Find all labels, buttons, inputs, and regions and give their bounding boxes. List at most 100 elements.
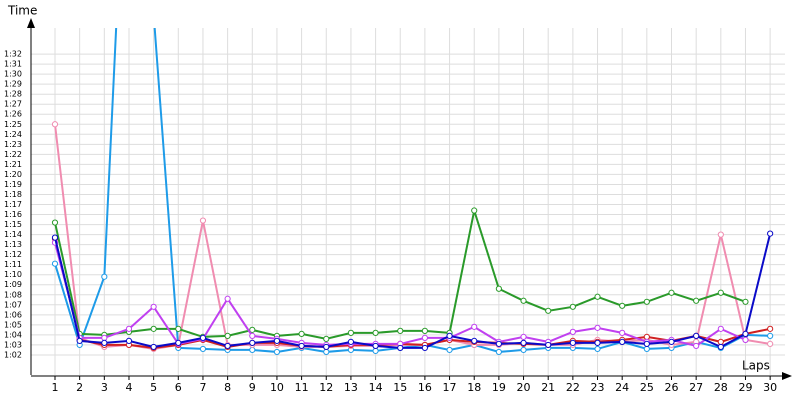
point [594, 324, 601, 331]
y-tick-label: 1:24 [4, 130, 22, 139]
y-tick-label: 1:27 [4, 100, 22, 109]
point [150, 303, 157, 310]
y-axis-title: Time [7, 4, 37, 18]
point [594, 293, 601, 300]
point [421, 344, 428, 352]
y-tick-label: 1:12 [4, 250, 22, 259]
y-tick-label: 1:07 [4, 300, 22, 309]
point [693, 332, 700, 339]
x-tick-label: 6 [175, 381, 182, 394]
y-tick-label: 1:21 [4, 160, 22, 169]
point [323, 335, 330, 342]
point [446, 346, 453, 354]
y-tick-label: 1:16 [4, 210, 22, 219]
x-tick-label: 17 [443, 381, 457, 394]
point [471, 323, 478, 330]
point [372, 329, 379, 336]
x-tick-label: 28 [714, 381, 728, 394]
point [101, 273, 108, 280]
x-axis-title: Laps [742, 359, 770, 373]
point [397, 327, 404, 334]
point [125, 325, 133, 332]
point [495, 285, 502, 292]
point [520, 297, 527, 304]
y-tick-label: 1:31 [4, 60, 22, 69]
x-tick-label: 22 [566, 381, 580, 394]
y-tick-label: 1:04 [4, 330, 22, 339]
point [569, 339, 576, 347]
point [520, 339, 527, 347]
x-tick-label: 25 [640, 381, 654, 394]
point [101, 334, 108, 341]
y-tick-label: 1:19 [4, 180, 22, 189]
y-tick-label: 1:15 [4, 220, 22, 229]
x-tick-label: 5 [150, 381, 157, 394]
y-tick-label: 1:08 [4, 290, 22, 299]
series-line [54, 28, 771, 353]
y-arrow [27, 18, 35, 28]
point [742, 298, 749, 305]
point [594, 345, 601, 353]
y-tick-label: 1:22 [4, 150, 22, 159]
y-tick-label: 1:06 [4, 310, 22, 319]
point [742, 330, 749, 337]
x-tick-label: 19 [492, 381, 506, 394]
y-tick-label: 1:13 [4, 240, 22, 249]
x-tick-label: 4 [125, 381, 132, 394]
x-tick-label: 3 [101, 381, 108, 394]
point [569, 303, 576, 310]
point [51, 234, 59, 241]
x-tick-label: 7 [199, 381, 206, 394]
y-tick-label: 1:28 [4, 90, 22, 99]
y-tick-label: 1:18 [4, 190, 22, 199]
point [495, 348, 502, 356]
point [323, 348, 330, 356]
x-tick-label: 23 [591, 381, 605, 394]
series-line [54, 238, 771, 349]
point [446, 332, 453, 339]
point [767, 230, 774, 237]
y-tick-label: 1:03 [4, 340, 22, 349]
x-arrow [782, 372, 792, 380]
x-tick-label: 13 [344, 381, 358, 394]
point [693, 342, 700, 350]
y-tick-label: 1:25 [4, 120, 22, 129]
x-tick-label: 26 [665, 381, 679, 394]
series-line [54, 233, 772, 349]
point [742, 336, 749, 343]
x-tick-label: 15 [393, 381, 407, 394]
point [273, 337, 281, 345]
point [397, 344, 404, 352]
y-tick-label: 1:30 [4, 70, 22, 79]
point [199, 217, 207, 224]
point [668, 289, 675, 296]
point [76, 337, 83, 345]
point [421, 327, 428, 334]
point [520, 333, 527, 340]
point [717, 231, 724, 238]
point [273, 348, 281, 356]
y-tick-label: 1:10 [4, 270, 22, 279]
point [767, 340, 774, 348]
point [717, 338, 724, 346]
point [619, 302, 626, 309]
point [471, 207, 478, 214]
point [495, 340, 502, 348]
x-tick-label: 11 [295, 381, 309, 394]
plot [51, 11, 774, 356]
point [323, 343, 330, 351]
x-tick-label: 8 [224, 381, 231, 394]
point [767, 332, 774, 339]
y-tick-label: 1:05 [4, 320, 22, 329]
point [372, 347, 379, 355]
point [249, 332, 256, 339]
point [51, 260, 59, 267]
x-tick-label: 10 [270, 381, 284, 394]
point [151, 11, 156, 16]
point [520, 346, 527, 354]
point [199, 334, 207, 341]
y-tick-label: 1:11 [4, 260, 22, 269]
point [298, 330, 305, 337]
point [249, 346, 256, 354]
